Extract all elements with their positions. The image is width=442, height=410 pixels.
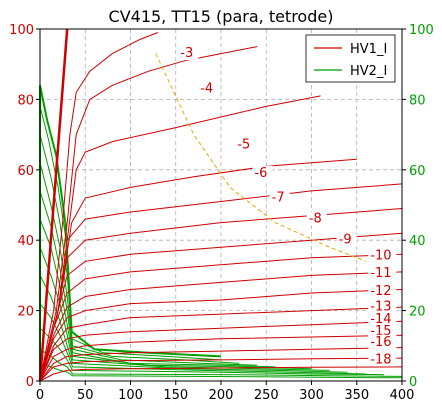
legend-box [305, 34, 396, 83]
curve-label-bg [269, 190, 290, 205]
x-tick-label: 350 [344, 388, 369, 403]
load-line-path [155, 53, 366, 262]
curve-label: -6 [254, 166, 267, 181]
legend: HV1_I HV2_I [305, 34, 396, 83]
hv1-series-line [39, 158, 357, 382]
hv2-series-line [39, 218, 312, 381]
curve-label: -13 [370, 300, 391, 315]
y-right-tick-label: 20 [409, 305, 426, 320]
y-left-tick-label: 80 [17, 93, 34, 108]
curve-label: -5 [237, 138, 250, 153]
curve-label-bg [368, 352, 397, 367]
x-tick-label: 200 [209, 388, 234, 403]
hv1-series-line [39, 289, 403, 382]
curve-label-bg [368, 266, 397, 281]
curve-label-bg [368, 334, 397, 349]
curve-label-bg [235, 137, 256, 152]
curve-label-bg [368, 299, 397, 314]
hv2-series-line [39, 275, 348, 381]
load-line [155, 53, 366, 262]
y-right-tick-label: 40 [409, 234, 426, 249]
curve-label: -10 [370, 249, 391, 264]
hv2-series-line [39, 190, 276, 381]
y-left-tick-label: 60 [17, 164, 34, 179]
hv1-series-line [39, 306, 403, 382]
y-left-tick-label: 20 [17, 305, 34, 320]
hv1-series-line [39, 32, 158, 382]
x-tick-label: 400 [390, 388, 415, 403]
hv1-series-line [39, 347, 403, 382]
hv1-series-line [39, 320, 403, 382]
hv1-series-line [39, 334, 403, 382]
curve-label-bg [178, 46, 199, 61]
hv1-series-line [39, 95, 321, 382]
hv2-series-line [39, 134, 240, 381]
curve-label-bg [368, 311, 397, 326]
hv2-series-line [39, 85, 222, 381]
hv1-series-line [39, 357, 403, 382]
curve-label-bg [368, 248, 397, 263]
curve-label-bg [368, 324, 397, 339]
y-left-tick-label: 100 [9, 23, 34, 38]
curve-label-bg [252, 165, 273, 180]
curve-label: -12 [370, 284, 391, 299]
y-right-tick-label: 0 [409, 375, 417, 390]
legend-label-hv2: HV2_I [350, 64, 387, 79]
curve-labels: -3-4-5-6-7-8-9-10-11-12-13-14-15-16-18 [178, 46, 397, 367]
hv2-series-line [39, 348, 403, 381]
y-left-tick-label: 0 [26, 375, 34, 390]
x-tick-label: 250 [254, 388, 279, 403]
curve-label-bg [198, 81, 219, 96]
hv2-series-line [39, 162, 258, 381]
axis-ticks: 0 50 100 150 200 250 300 350 4000204060801000204… [9, 23, 434, 403]
x-tick-label: 50 [77, 388, 94, 403]
curve-label-bg [368, 283, 397, 298]
hv1-series-line [39, 208, 403, 382]
x-tick-label: 150 [163, 388, 188, 403]
curve-label: -16 [370, 335, 391, 350]
y-right-tick-label: 100 [409, 23, 434, 38]
x-tick-label: 100 [118, 388, 143, 403]
hv2-series-line [39, 302, 366, 381]
curve-label: -4 [200, 81, 213, 96]
x-tick-label: 300 [299, 388, 324, 403]
y-right-tick-label: 60 [409, 164, 426, 179]
hv1-series-line [39, 271, 403, 382]
legend-label-hv1: HV1_I [350, 42, 387, 57]
curve-label: -8 [309, 212, 322, 227]
curve-label-bg [336, 232, 357, 247]
curve-label: -18 [370, 352, 391, 367]
hv1-series-line [39, 232, 403, 382]
hv1-series-line [39, 253, 403, 382]
hv2-series-line [39, 106, 222, 381]
y-right-tick-label: 80 [409, 93, 426, 108]
curve-label: -7 [272, 190, 285, 205]
y-left-tick-label: 40 [17, 234, 34, 249]
hv1-series-line [39, 366, 403, 382]
curve-label-bg [306, 211, 327, 226]
curve-label: -11 [370, 266, 391, 281]
curve-label: -3 [180, 46, 193, 61]
hv1-series-line [39, 46, 258, 382]
x-tick-label: 0 [36, 388, 44, 403]
curve-label: -9 [339, 233, 352, 248]
hv1-series-line [38, 28, 69, 382]
chart-title: CV415, TT15 (para, tetrode) [109, 7, 334, 26]
curve-label: -14 [370, 312, 391, 327]
